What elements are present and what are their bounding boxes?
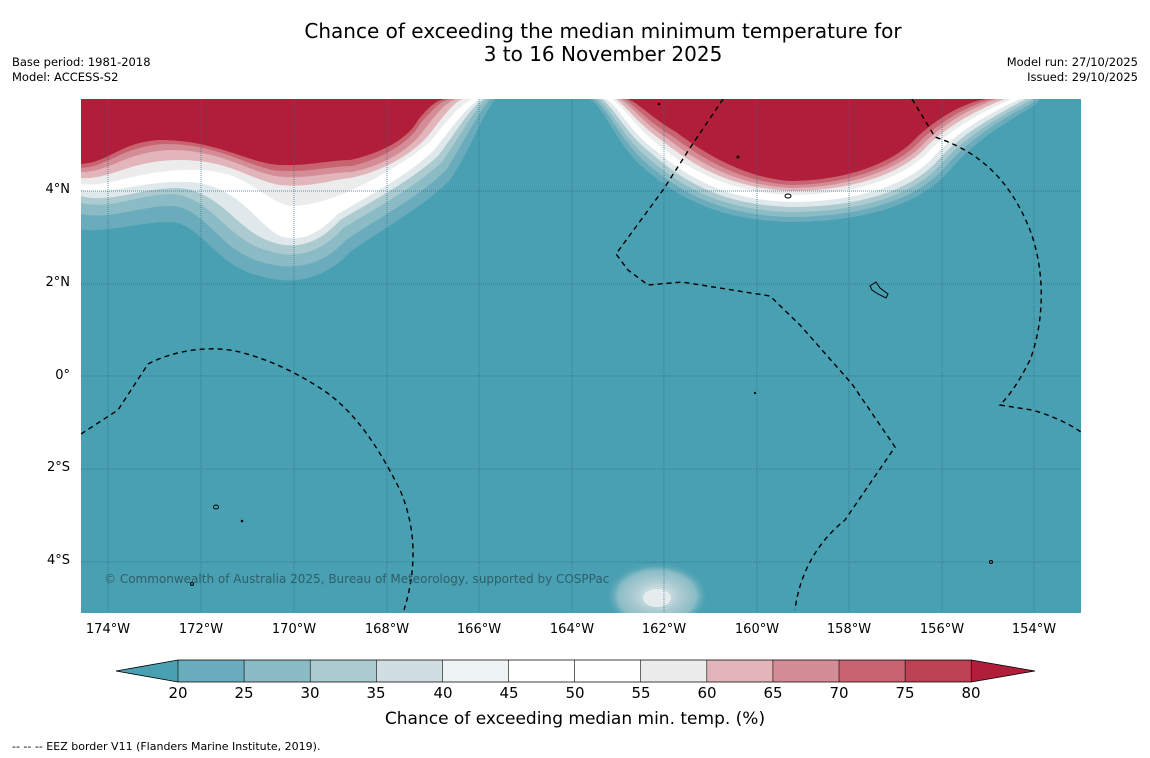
lon-label: 160°W — [734, 622, 780, 637]
colorbar-tick-label: 75 — [895, 684, 915, 702]
colorbar-tick-label: 65 — [763, 684, 783, 702]
colorbar-segment — [244, 660, 311, 682]
colorbar-title: Chance of exceeding median min. temp. (%… — [384, 709, 766, 729]
colorbar-tick-label: 50 — [565, 684, 585, 702]
island — [869, 281, 889, 299]
lon-label: 166°W — [456, 622, 502, 637]
copyright-notice: © Commonwealth of Australia 2025, Bureau… — [104, 572, 610, 586]
meta-left: Base period: 1981-2018 Model: ACCESS-S2 — [12, 55, 151, 85]
eez-border-east — [911, 99, 1081, 433]
colorbar-segment — [508, 660, 576, 682]
colorbar-segment — [574, 660, 642, 682]
colorbar-tick-label: 80 — [961, 684, 981, 702]
map-plot-area — [81, 99, 1081, 613]
colorbar-segment — [442, 660, 509, 682]
island — [989, 560, 993, 564]
lat-label: 4°S — [46, 553, 70, 568]
colorbar-tick-label: 25 — [234, 684, 254, 702]
colorbar-segment — [376, 660, 443, 682]
colorbar-segment — [772, 660, 840, 682]
eez-borders — [81, 99, 1081, 611]
anomaly-spot-south — [605, 562, 709, 613]
colorbar-extend-low — [116, 660, 178, 682]
colorbar — [115, 659, 1036, 683]
lon-label: 170°W — [271, 622, 317, 637]
island — [753, 391, 757, 395]
lat-label: 2°S — [46, 460, 70, 475]
lon-label: 156°W — [919, 622, 965, 637]
gridlines — [81, 99, 1081, 613]
base-period: Base period: 1981-2018 — [12, 55, 151, 69]
lon-label: 174°W — [85, 622, 131, 637]
colorbar-tick-label: 55 — [631, 684, 651, 702]
island — [657, 102, 661, 106]
lat-label: 0° — [55, 368, 70, 383]
island — [784, 193, 792, 199]
chart-title-line1: Chance of exceeding the median minimum t… — [304, 19, 902, 43]
island — [190, 582, 194, 586]
eez-legend-footnote: -- -- -- EEZ border V11 (Flanders Marine… — [12, 740, 321, 753]
colorbar-segment — [706, 660, 774, 682]
lon-label: 162°W — [641, 622, 687, 637]
anomaly-spot-south-core — [643, 589, 671, 607]
eez-border-central — [615, 99, 896, 611]
lon-label: 168°W — [364, 622, 410, 637]
meta-right: Model run: 27/10/2025 Issued: 29/10/2025 — [1007, 55, 1138, 85]
lon-label: 164°W — [549, 622, 595, 637]
island — [240, 519, 244, 523]
model-name: Model: ACCESS-S2 — [12, 70, 119, 84]
colorbar-segment — [310, 660, 377, 682]
colorbar-tick-label: 60 — [697, 684, 717, 702]
eez-border-west — [81, 348, 414, 611]
model-run: Model run: 27/10/2025 — [1006, 55, 1138, 69]
colorbar-segment — [905, 660, 972, 682]
colorbar-segment — [178, 660, 245, 682]
colorbar-tick-label: 30 — [300, 684, 320, 702]
islands — [190, 102, 993, 586]
island — [213, 504, 219, 510]
colorbar-extend-high — [971, 660, 1035, 682]
chart-title-line2: 3 to 16 November 2025 — [483, 42, 723, 66]
lon-label: 172°W — [178, 622, 224, 637]
colorbar-tick-label: 20 — [168, 684, 188, 702]
anomaly-region-left — [81, 99, 495, 281]
lat-label: 2°N — [45, 275, 71, 290]
lon-label: 158°W — [826, 622, 872, 637]
colorbar-segment — [640, 660, 708, 682]
colorbar-tick-label: 45 — [499, 684, 519, 702]
colorbar-tick-label: 40 — [433, 684, 453, 702]
island — [736, 155, 740, 159]
issued-date: Issued: 29/10/2025 — [1027, 70, 1138, 84]
colorbar-tick-label: 70 — [829, 684, 849, 702]
lon-label: 154°W — [1011, 622, 1057, 637]
colorbar-segment — [839, 660, 906, 682]
colorbar-tick-label: 35 — [366, 684, 386, 702]
lat-label: 4°N — [45, 182, 71, 197]
